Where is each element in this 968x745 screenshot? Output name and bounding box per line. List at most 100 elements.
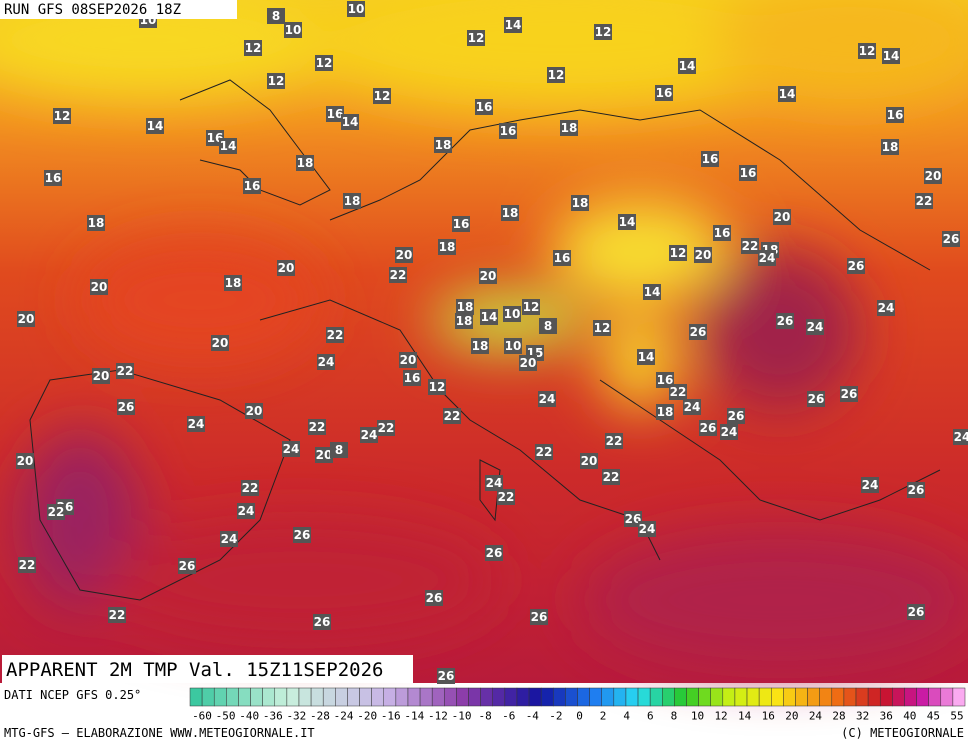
map-value-box <box>485 545 503 561</box>
map-value-text: 10 <box>285 23 302 37</box>
map-value-box <box>485 475 503 491</box>
map-value-box <box>773 209 791 225</box>
colorbar-swatch <box>637 687 651 707</box>
map-value: 22 <box>389 267 407 283</box>
map-value-box <box>882 48 900 64</box>
colorbar-tick-label: -24 <box>334 710 354 723</box>
map-value: 20 <box>315 447 333 463</box>
map-value: 24 <box>720 424 738 440</box>
map-value-box <box>425 590 443 606</box>
map-value-text: 20 <box>18 312 35 326</box>
map-value: 26 <box>178 558 196 574</box>
map-value-box <box>861 477 879 493</box>
map-value-box <box>220 531 238 547</box>
map-value: 26 <box>117 399 135 415</box>
map-value: 14 <box>504 17 522 33</box>
map-value-text: 20 <box>93 369 110 383</box>
colorbar-swatch <box>722 687 736 707</box>
map-value-text: 16 <box>327 107 344 121</box>
map-value-box <box>678 58 696 74</box>
map-value: 22 <box>602 469 620 485</box>
colorbar-tick-label: -50 <box>216 710 236 723</box>
map-value-box <box>237 503 255 519</box>
colorbar-swatch <box>335 687 348 707</box>
map-value-text: 22 <box>444 409 461 423</box>
colorbar-swatch <box>431 687 445 707</box>
map-value: 18 <box>881 139 899 155</box>
map-value-box <box>501 205 519 221</box>
colorbar-swatch <box>734 687 748 707</box>
map-value: 26 <box>942 231 960 247</box>
map-value: 14 <box>678 58 696 74</box>
map-value-box <box>497 489 515 505</box>
map-value-text: 26 <box>908 483 925 497</box>
map-value: 26 <box>530 609 548 625</box>
colorbar-swatch <box>238 687 251 707</box>
map-value: 20 <box>924 168 942 184</box>
colorbar-swatch <box>601 687 615 707</box>
map-value: 16 <box>243 178 261 194</box>
map-value-text: 16 <box>714 226 731 240</box>
map-value-text: 8 <box>544 319 552 333</box>
map-value-text: 16 <box>740 166 757 180</box>
map-value-text: 10 <box>348 2 365 16</box>
colorbar-swatch <box>226 687 239 707</box>
map-value-box <box>315 55 333 71</box>
map-value-box <box>741 238 759 254</box>
map-value-text: 26 <box>908 605 925 619</box>
map-value: 22 <box>377 420 395 436</box>
colorbar-swatch <box>625 687 639 707</box>
map-value-box <box>655 85 673 101</box>
map-value-text: 22 <box>670 385 687 399</box>
map-value-box <box>443 408 461 424</box>
map-value: 16 <box>475 99 493 115</box>
colorbar-swatch <box>419 687 433 707</box>
map-value: 22 <box>443 408 461 424</box>
map-value: 22 <box>326 327 344 343</box>
map-value-text: 12 <box>859 44 876 58</box>
map-value-box <box>90 279 108 295</box>
map-value: 24 <box>282 441 300 457</box>
map-value: 18 <box>456 299 474 315</box>
map-value-box <box>47 504 65 520</box>
colorbar-tick-label: 10 <box>691 710 704 723</box>
colorbar-swatch <box>710 687 724 707</box>
map-value-box <box>373 88 391 104</box>
map-value: 8 <box>267 8 285 24</box>
map-value: 16 <box>499 123 517 139</box>
map-value-text: 20 <box>91 280 108 294</box>
map-value-text: 20 <box>695 248 712 262</box>
map-value-box <box>267 8 285 24</box>
map-value-text: 26 <box>486 546 503 560</box>
map-value-box <box>389 267 407 283</box>
map-value-box <box>315 447 333 463</box>
map-value: 24 <box>877 300 895 316</box>
map-value-box <box>16 453 34 469</box>
map-value: 18 <box>87 215 105 231</box>
map-value-box <box>455 313 473 329</box>
map-value: 26 <box>840 386 858 402</box>
map-value-text: 22 <box>48 505 65 519</box>
colorbar-tick-label: 32 <box>856 710 869 723</box>
map-value-box <box>560 120 578 136</box>
map-value-text: 20 <box>17 454 34 468</box>
map-value-text: 14 <box>779 87 796 101</box>
map-value-box <box>116 363 134 379</box>
map-value-text: 12 <box>595 25 612 39</box>
map-value-text: 18 <box>572 196 589 210</box>
map-value-box <box>593 320 611 336</box>
map-value: 12 <box>858 43 876 59</box>
map-value-box <box>689 324 707 340</box>
map-value-text: 22 <box>603 470 620 484</box>
map-value: 22 <box>108 607 126 623</box>
map-value: 24 <box>220 531 238 547</box>
map-value-text: 20 <box>316 448 333 462</box>
map-value-box <box>241 480 259 496</box>
map-value: 22 <box>241 480 259 496</box>
map-value-box <box>244 40 262 56</box>
map-value-text: 12 <box>468 31 485 45</box>
map-value-text: 12 <box>429 380 446 394</box>
colorbar-swatch <box>662 687 675 707</box>
map-value-text: 14 <box>883 49 900 63</box>
colorbar-swatch <box>480 687 493 707</box>
